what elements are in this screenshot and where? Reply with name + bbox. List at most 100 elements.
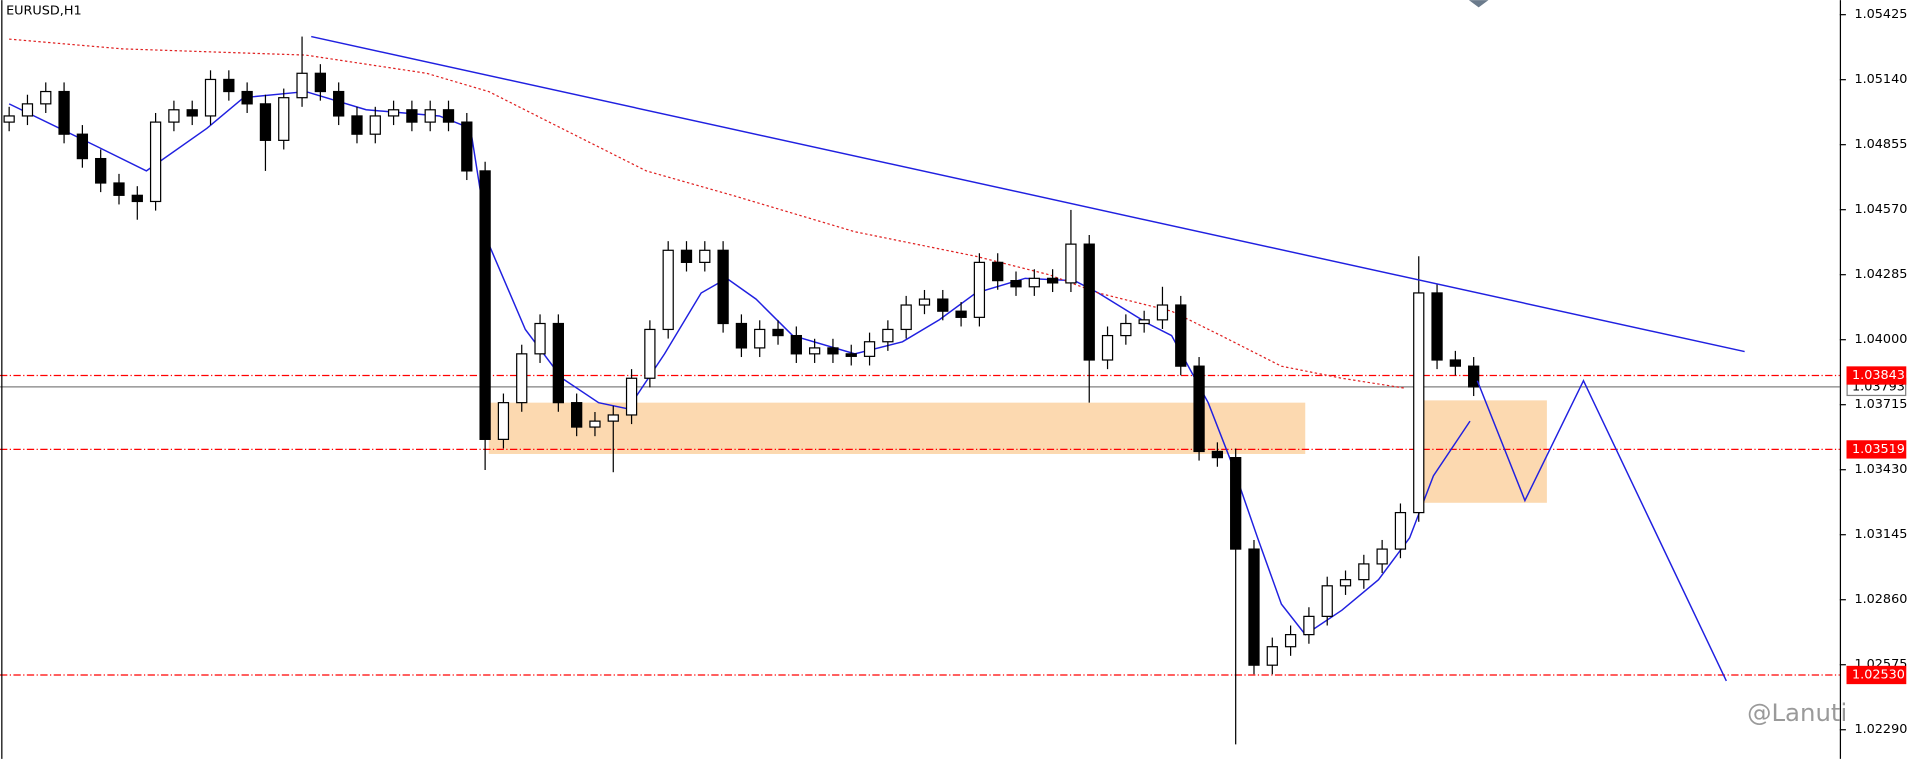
candle-body — [296, 72, 308, 99]
candle-body — [534, 322, 546, 355]
candle-body — [735, 322, 748, 349]
candle-body — [1248, 548, 1260, 666]
zone — [488, 402, 1306, 454]
candle-body — [278, 97, 290, 141]
y-tick-label: 1.03715 — [1854, 397, 1907, 412]
candle-body — [552, 322, 564, 404]
candle-body — [1046, 277, 1059, 284]
trend-line — [311, 35, 1745, 353]
level-label-box — [1846, 440, 1907, 459]
candle-body — [259, 103, 272, 141]
scroll-marker — [1468, 0, 1489, 8]
level-label: 1.02530 — [1852, 667, 1905, 682]
candle-body — [882, 328, 894, 343]
candle-body — [131, 194, 143, 203]
candle-body — [1321, 585, 1333, 617]
candle-body — [992, 261, 1004, 282]
candle-body — [808, 347, 821, 355]
candle-body — [790, 334, 802, 355]
candle-body — [662, 249, 674, 331]
candle-body — [1394, 511, 1407, 550]
y-tick-label: 1.05425 — [1854, 7, 1907, 22]
candle-body — [1358, 563, 1370, 581]
candle-body — [699, 249, 711, 263]
candle-body — [186, 109, 198, 117]
candle-body — [1303, 615, 1315, 636]
candle-body — [1449, 359, 1462, 367]
candle-body — [772, 328, 784, 337]
y-tick-label: 1.05140 — [1854, 72, 1907, 87]
candle-body — [900, 304, 912, 331]
moving-average — [8, 90, 1471, 636]
candle-body — [1175, 304, 1187, 367]
candle-body — [1211, 450, 1224, 459]
candle-body — [40, 90, 52, 105]
candle-body — [168, 109, 180, 123]
candle-body — [1431, 292, 1443, 361]
candle-body — [1468, 365, 1480, 388]
candle-body — [644, 328, 656, 379]
chart-title: EURUSD,H1 — [6, 4, 82, 19]
candle-body — [589, 420, 601, 428]
candle-body — [607, 414, 619, 422]
candle-body — [1376, 548, 1388, 565]
candle-body — [1101, 334, 1114, 361]
watermark: @Lanuti — [1747, 698, 1847, 727]
candle-body — [937, 298, 949, 312]
candle-body — [223, 78, 235, 93]
candle-body — [113, 182, 125, 196]
candle-body — [76, 133, 89, 160]
candle-body — [1230, 457, 1242, 550]
candle-body — [333, 90, 345, 117]
candle-body — [973, 261, 986, 318]
candle-body — [241, 90, 253, 105]
candle-body — [387, 109, 400, 117]
candle-body — [149, 121, 162, 203]
trend-line — [1476, 379, 1727, 682]
candle-body — [497, 402, 510, 440]
candle-body — [1339, 579, 1352, 587]
candle-body — [1028, 277, 1040, 288]
candle-body — [1284, 634, 1297, 648]
plot-area — [0, 35, 1840, 745]
candle-body — [1065, 243, 1077, 284]
candle-body — [406, 109, 418, 123]
candle-body — [1138, 319, 1150, 325]
candle-body — [351, 115, 363, 135]
candle-body — [1083, 243, 1095, 361]
candle-body — [680, 249, 693, 263]
candle-body — [571, 402, 583, 428]
candle-body — [845, 353, 857, 357]
candle-body — [863, 341, 876, 357]
y-tick-label: 1.04855 — [1854, 137, 1907, 152]
candle-body — [516, 353, 528, 404]
candle-body — [204, 78, 217, 117]
candle-body — [314, 72, 327, 93]
candle-body — [918, 298, 931, 306]
candle-body — [1156, 304, 1169, 321]
zone — [1415, 400, 1547, 503]
candle-body — [1010, 280, 1022, 288]
candle-body — [717, 249, 729, 325]
candle-body — [21, 103, 34, 117]
candle-body — [1413, 292, 1425, 514]
y-tick-label: 1.02860 — [1854, 592, 1907, 607]
candle-body — [955, 310, 967, 318]
y-tick-label: 1.02290 — [1854, 722, 1907, 737]
candle-body — [1266, 646, 1278, 666]
candle-body — [3, 115, 15, 123]
candle-body — [1193, 365, 1205, 453]
level-label-box — [1846, 366, 1907, 385]
y-tick-label: 1.04000 — [1854, 332, 1907, 347]
y-tick-label: 1.03145 — [1854, 527, 1907, 542]
y-tick-label: 1.03430 — [1854, 462, 1907, 477]
candle-body — [754, 328, 766, 349]
y-tick-label: 1.04570 — [1854, 202, 1907, 217]
candle-body — [625, 377, 638, 416]
level-label-box — [1846, 665, 1907, 685]
candle-body — [1120, 322, 1132, 337]
candle-body — [58, 90, 70, 135]
